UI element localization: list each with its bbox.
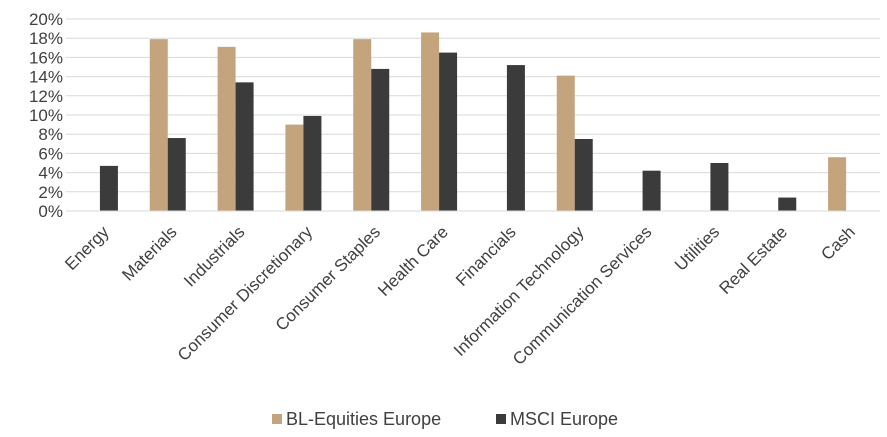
bar-bl-equities-europe-consumer-staples — [353, 39, 372, 211]
x-tick-label-real-estate: Real Estate — [715, 222, 791, 298]
bar-msci-europe-information-technology — [574, 139, 593, 211]
y-tick-label-12: 12% — [29, 87, 63, 106]
x-tick-label-utilities: Utilities — [671, 222, 723, 274]
y-tick-label-2: 2% — [38, 183, 63, 202]
bar-msci-europe-consumer-discretionary — [303, 115, 322, 211]
bar-msci-europe-consumer-staples — [371, 68, 390, 211]
y-tick-label-10: 10% — [29, 106, 63, 125]
bar-msci-europe-health-care — [439, 52, 458, 211]
grid-lines — [66, 18, 880, 193]
x-tick-label-financials: Financials — [452, 222, 520, 290]
x-tick-label-energy: Energy — [61, 222, 113, 274]
bar-msci-europe-energy — [99, 165, 118, 211]
y-tick-label-14: 14% — [29, 68, 63, 87]
y-tick-label-6: 6% — [38, 144, 63, 163]
bars — [99, 32, 847, 212]
bar-bl-equities-europe-information-technology — [556, 75, 575, 211]
bar-bl-equities-europe-materials — [149, 39, 168, 211]
y-axis-tick-labels: 0%2%4%6%8%10%12%14%16%18%20% — [29, 10, 63, 221]
y-tick-label-16: 16% — [29, 48, 63, 67]
x-tick-label-information-technology: Information Technology — [450, 222, 588, 360]
x-tick-label-health-care: Health Care — [374, 222, 452, 300]
bar-bl-equities-europe-health-care — [421, 32, 440, 211]
y-tick-label-20: 20% — [29, 10, 63, 29]
bar-bl-equities-europe-consumer-discretionary — [285, 124, 304, 211]
bar-msci-europe-real-estate — [778, 197, 797, 211]
y-tick-label-0: 0% — [38, 202, 63, 221]
bar-msci-europe-industrials — [235, 82, 254, 211]
x-tick-label-communication-services: Communication Services — [509, 222, 655, 368]
y-tick-label-18: 18% — [29, 29, 63, 48]
legend-label-msci-europe: MSCI Europe — [510, 409, 618, 429]
legend: BL-Equities Europe MSCI Europe — [272, 409, 618, 429]
legend-swatch-bl-equities-europe — [272, 414, 282, 424]
x-tick-label-materials: Materials — [118, 222, 180, 284]
bar-msci-europe-financials — [506, 65, 525, 211]
legend-swatch-msci-europe — [496, 414, 506, 424]
bar-bl-equities-europe-cash — [828, 157, 847, 211]
x-tick-label-industrials: Industrials — [180, 222, 248, 290]
y-tick-label-8: 8% — [38, 125, 63, 144]
x-tick-label-cash: Cash — [817, 222, 858, 263]
bar-msci-europe-materials — [167, 138, 186, 211]
legend-label-bl-equities-europe: BL-Equities Europe — [286, 409, 441, 429]
x-tick-label-consumer-discretionary: Consumer Discretionary — [174, 222, 317, 365]
y-tick-label-4: 4% — [38, 164, 63, 183]
bar-bl-equities-europe-industrials — [217, 46, 236, 212]
bar-msci-europe-communication-services — [642, 170, 661, 211]
bar-msci-europe-utilities — [710, 163, 729, 211]
